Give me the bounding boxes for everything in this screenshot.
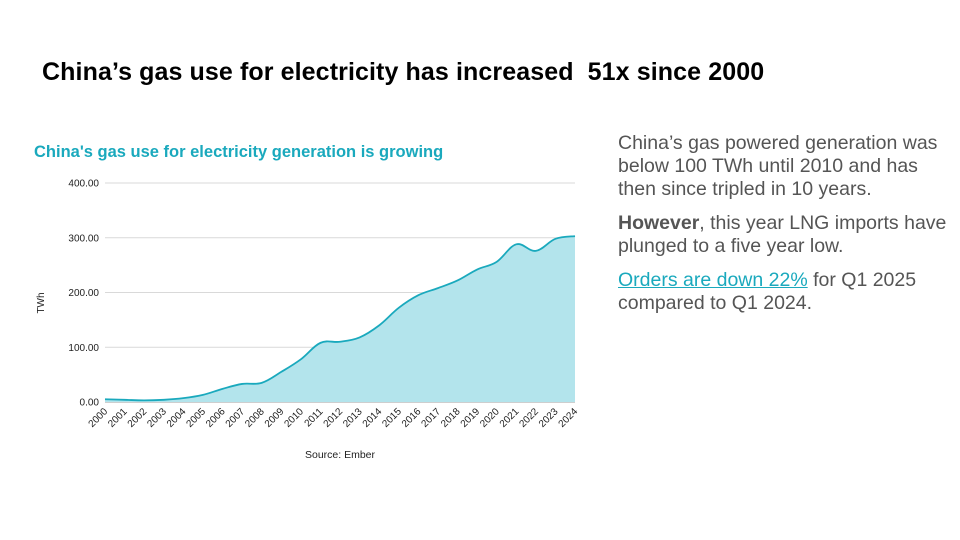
paragraph-lng: However, this year LNG imports have plun… bbox=[618, 212, 953, 258]
y-tick-label: 300.00 bbox=[68, 233, 99, 244]
x-tick-label: 2021 bbox=[498, 406, 522, 430]
x-tick-label: 2014 bbox=[361, 406, 385, 430]
x-tick-label: 2024 bbox=[557, 406, 581, 430]
x-tick-label: 2018 bbox=[439, 406, 463, 430]
x-tick-label: 2004 bbox=[165, 406, 189, 430]
x-tick-label: 2005 bbox=[185, 406, 209, 430]
y-tick-label: 400.00 bbox=[68, 179, 99, 190]
x-tick-label: 2017 bbox=[420, 406, 444, 430]
orders-text: for Q1 2025 compared to Q1 2024. bbox=[618, 269, 917, 314]
x-tick-label: 2019 bbox=[459, 406, 483, 430]
paragraph-generation: China’s gas powered generation was below… bbox=[618, 132, 938, 200]
x-tick-label: 2006 bbox=[204, 406, 228, 430]
x-tick-label: 2000 bbox=[87, 406, 111, 430]
chart-source: Source: Ember bbox=[305, 449, 376, 461]
x-tick-label: 2012 bbox=[322, 406, 346, 430]
x-tick-label: 2007 bbox=[224, 406, 248, 430]
x-tick-label: 2013 bbox=[341, 406, 365, 430]
series-line bbox=[104, 235, 576, 402]
x-tick-label: 2008 bbox=[243, 406, 267, 430]
x-tick-label: 2016 bbox=[400, 406, 424, 430]
y-axis-label: TWh bbox=[36, 292, 47, 313]
x-tick-label: 2009 bbox=[263, 406, 287, 430]
x-tick-labels: 2000200120022003200420052006200720082009… bbox=[87, 406, 581, 430]
y-tick-label: 200.00 bbox=[68, 288, 99, 299]
y-tick-labels: 0.00 100.00 200.00 300.00 400.00 bbox=[68, 179, 99, 409]
x-tick-label: 2023 bbox=[537, 406, 561, 430]
y-tick-label: 100.00 bbox=[68, 343, 99, 354]
paragraph-orders: Orders are down 22% for Q1 2025 compared… bbox=[618, 269, 953, 315]
x-tick-label: 2010 bbox=[282, 406, 306, 430]
x-tick-label: 2022 bbox=[517, 406, 541, 430]
slide-title: China’s gas use for electricity has incr… bbox=[42, 58, 765, 86]
x-tick-label: 2003 bbox=[145, 406, 169, 430]
orders-link[interactable]: Orders are down 22% bbox=[618, 269, 808, 291]
lng-text: , this year LNG imports have plunged to … bbox=[618, 212, 947, 257]
x-tick-label: 2020 bbox=[478, 406, 502, 430]
x-tick-label: 2015 bbox=[380, 406, 404, 430]
area-fill bbox=[105, 236, 575, 402]
x-tick-label: 2002 bbox=[126, 406, 150, 430]
y-tick-label: 0.00 bbox=[80, 398, 100, 409]
x-tick-label: 2011 bbox=[303, 406, 326, 429]
commentary: China’s gas powered generation was below… bbox=[618, 132, 953, 326]
x-tick-label: 2001 bbox=[106, 406, 130, 430]
chart-title: China's gas use for electricity generati… bbox=[34, 143, 444, 161]
however-bold: However bbox=[618, 212, 700, 234]
